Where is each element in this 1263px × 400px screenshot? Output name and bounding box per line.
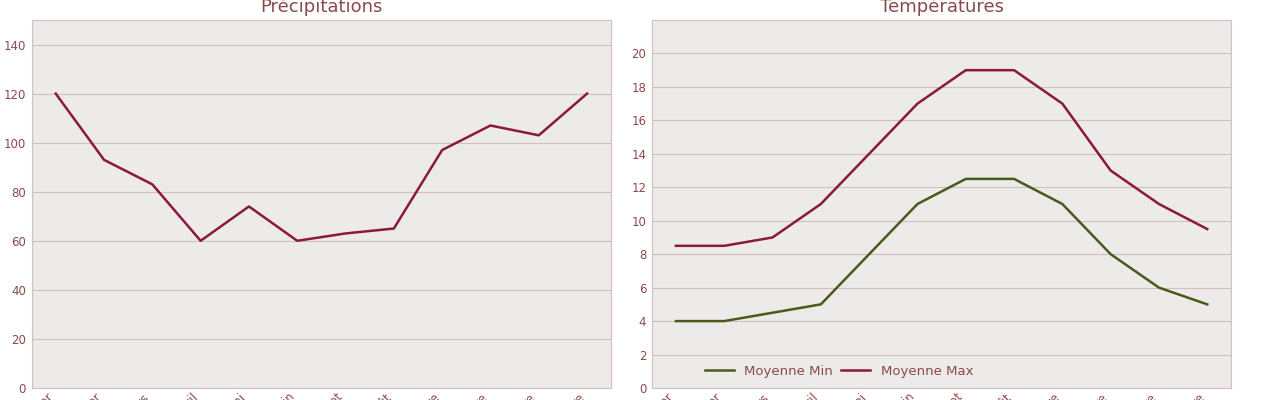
Moyenne Min	[959, 176, 974, 181]
Moyenne Min	[1055, 202, 1070, 206]
Moyenne Min	[1103, 252, 1118, 256]
Line: Moyenne Max: Moyenne Max	[676, 70, 1207, 246]
Title: Précipitations: Précipitations	[260, 0, 383, 16]
Moyenne Max	[668, 244, 683, 248]
Moyenne Min	[1200, 302, 1215, 307]
Moyenne Min	[1007, 176, 1022, 181]
Line: Moyenne Min: Moyenne Min	[676, 179, 1207, 321]
Moyenne Max	[909, 101, 925, 106]
Moyenne Min	[668, 319, 683, 324]
Moyenne Max	[1200, 227, 1215, 232]
Moyenne Min	[813, 302, 829, 307]
Moyenne Max	[813, 202, 829, 206]
Moyenne Max	[959, 68, 974, 72]
Moyenne Min	[909, 202, 925, 206]
Title: Températures: Températures	[879, 0, 1004, 16]
Moyenne Min	[716, 319, 731, 324]
Moyenne Min	[861, 252, 877, 256]
Moyenne Max	[861, 152, 877, 156]
Moyenne Max	[765, 235, 781, 240]
Moyenne Max	[1055, 101, 1070, 106]
Moyenne Max	[1103, 168, 1118, 173]
Moyenne Max	[1152, 202, 1167, 206]
Moyenne Min	[765, 310, 781, 315]
Legend: Moyenne Min, Moyenne Max: Moyenne Min, Moyenne Max	[705, 365, 973, 378]
Moyenne Max	[1007, 68, 1022, 72]
Moyenne Max	[716, 244, 731, 248]
Moyenne Min	[1152, 285, 1167, 290]
